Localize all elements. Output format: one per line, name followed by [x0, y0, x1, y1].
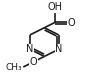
- Text: N: N: [26, 44, 34, 54]
- Text: OH: OH: [48, 2, 63, 12]
- Text: N: N: [55, 44, 62, 54]
- Text: O: O: [68, 18, 76, 28]
- Text: CH₃: CH₃: [6, 63, 22, 72]
- Text: O: O: [30, 57, 37, 67]
